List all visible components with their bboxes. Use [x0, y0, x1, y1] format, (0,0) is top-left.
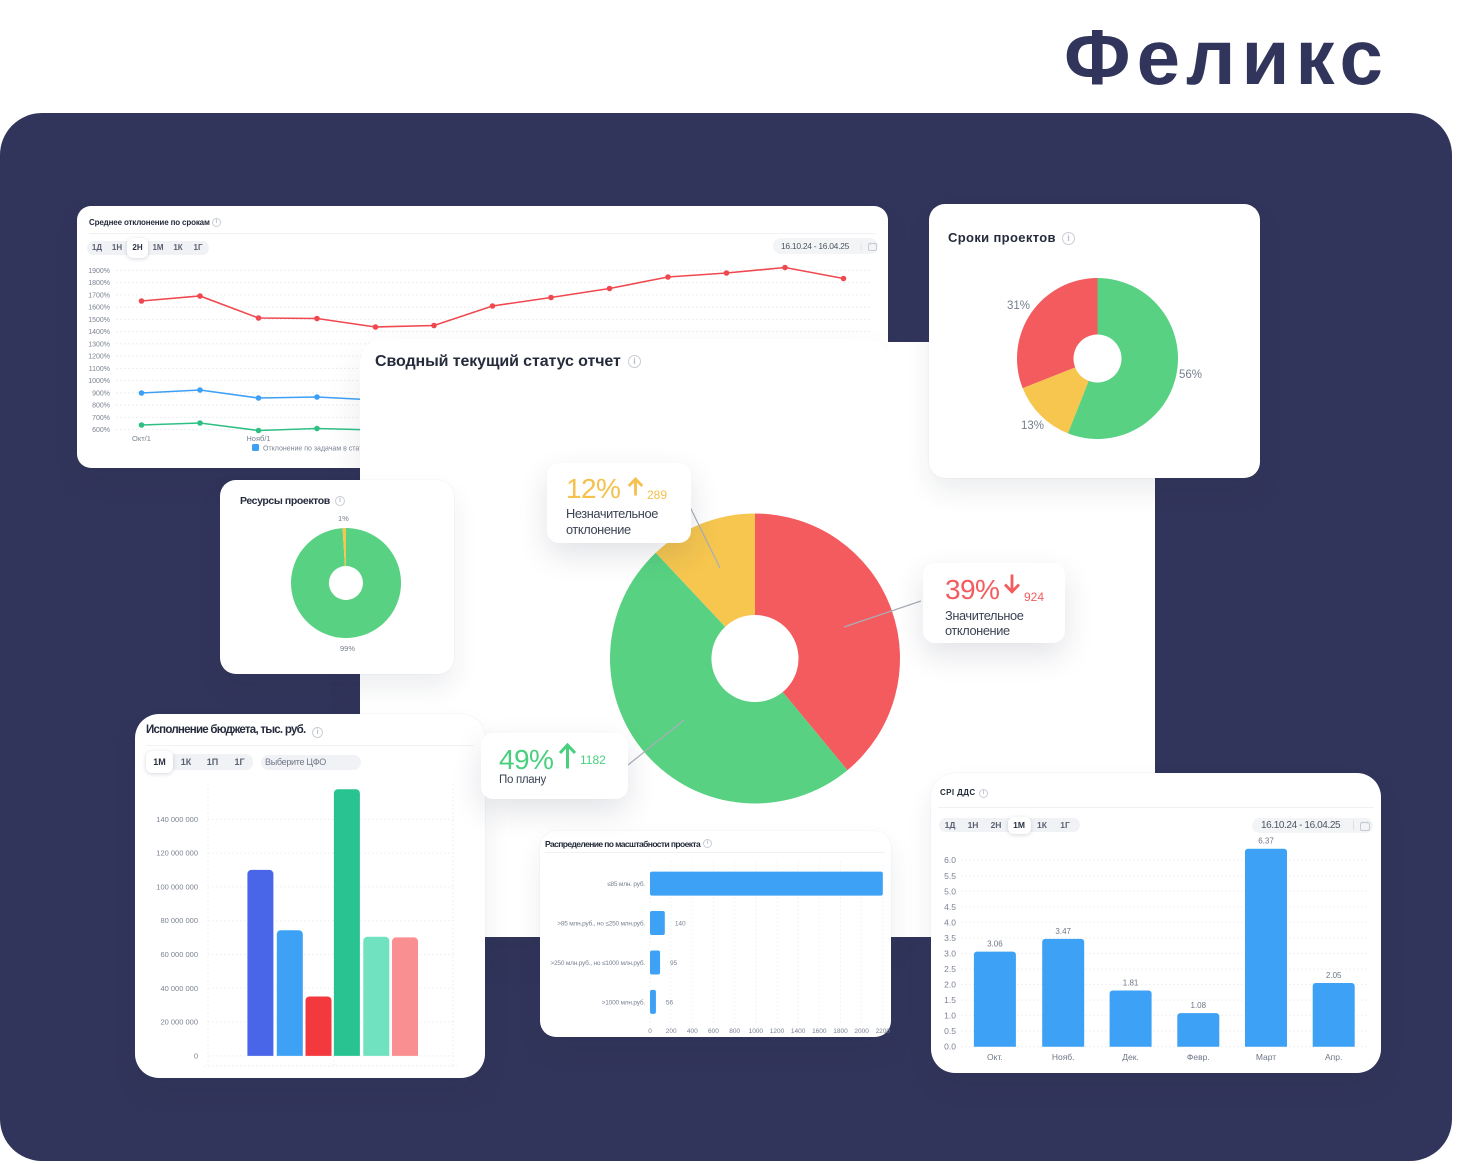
- svg-text:1700%: 1700%: [88, 292, 110, 299]
- svg-text:5.0: 5.0: [944, 886, 956, 896]
- svg-text:3.0: 3.0: [944, 948, 956, 958]
- svg-text:100 000 000: 100 000 000: [156, 882, 198, 891]
- svg-text:6.0: 6.0: [944, 855, 956, 865]
- svg-text:1200: 1200: [770, 1028, 785, 1035]
- svg-text:0.5: 0.5: [944, 1026, 956, 1036]
- svg-text:0.0: 0.0: [944, 1042, 956, 1052]
- svg-text:20 000 000: 20 000 000: [160, 1018, 198, 1027]
- svg-text:95: 95: [670, 960, 678, 967]
- svg-text:≤85 млн. руб.: ≤85 млн. руб.: [607, 880, 645, 888]
- svg-text:60 000 000: 60 000 000: [160, 950, 198, 959]
- svg-text:140 000 000: 140 000 000: [156, 815, 198, 824]
- svg-text:200: 200: [666, 1028, 677, 1035]
- svg-text:1.08: 1.08: [1191, 1001, 1207, 1010]
- svg-text:Дек.: Дек.: [1122, 1052, 1139, 1062]
- svg-text:600: 600: [708, 1028, 719, 1035]
- svg-text:1300%: 1300%: [88, 341, 110, 348]
- svg-text:2.0: 2.0: [944, 980, 956, 990]
- svg-text:5.5: 5.5: [944, 871, 956, 881]
- svg-text:>1000 млн.руб.: >1000 млн.руб.: [602, 998, 646, 1006]
- svg-text:1400%: 1400%: [88, 329, 110, 336]
- svg-text:Нояб/1: Нояб/1: [246, 434, 270, 443]
- svg-text:>250 млн.руб., но ≤1000 млн.ру: >250 млн.руб., но ≤1000 млн.руб.: [550, 959, 645, 967]
- svg-text:Апр.: Апр.: [1325, 1052, 1342, 1062]
- svg-text:2200: 2200: [876, 1028, 891, 1035]
- svg-text:Февр.: Февр.: [1187, 1052, 1210, 1062]
- svg-text:120 000 000: 120 000 000: [156, 849, 198, 858]
- svg-text:Окт.: Окт.: [987, 1052, 1003, 1062]
- svg-text:1000%: 1000%: [88, 378, 110, 385]
- svg-text:1500%: 1500%: [88, 317, 110, 324]
- svg-text:900%: 900%: [92, 390, 110, 397]
- svg-text:3.47: 3.47: [1055, 927, 1071, 936]
- svg-text:0: 0: [648, 1028, 652, 1035]
- svg-text:1800: 1800: [833, 1028, 848, 1035]
- svg-text:800%: 800%: [92, 403, 110, 410]
- svg-text:2.5: 2.5: [944, 964, 956, 974]
- svg-text:6.37: 6.37: [1258, 837, 1274, 846]
- svg-text:400: 400: [687, 1028, 698, 1035]
- svg-text:1000: 1000: [749, 1028, 764, 1035]
- svg-text:4.0: 4.0: [944, 917, 956, 927]
- svg-text:0: 0: [194, 1051, 198, 1060]
- svg-text:700%: 700%: [92, 415, 110, 422]
- svg-text:1200%: 1200%: [88, 354, 110, 361]
- svg-text:1.0: 1.0: [944, 1011, 956, 1021]
- svg-text:2000: 2000: [854, 1028, 869, 1035]
- svg-text:4.5: 4.5: [944, 902, 956, 912]
- svg-text:>85 млн.руб., но ≤250 млн.руб.: >85 млн.руб., но ≤250 млн.руб.: [557, 920, 645, 928]
- svg-text:1.81: 1.81: [1123, 978, 1139, 987]
- svg-text:600%: 600%: [92, 427, 110, 434]
- svg-text:56: 56: [666, 999, 674, 1006]
- svg-text:Отклонение по задачам в статус: Отклонение по задачам в статусе <Заверше…: [263, 446, 420, 453]
- svg-text:1600%: 1600%: [88, 305, 110, 312]
- svg-text:1400: 1400: [791, 1028, 806, 1035]
- svg-text:2.05: 2.05: [1326, 971, 1342, 980]
- svg-text:Окт/1: Окт/1: [132, 434, 151, 443]
- svg-text:Нояб.: Нояб.: [1052, 1052, 1075, 1062]
- svg-text:3.06: 3.06: [987, 940, 1003, 949]
- svg-text:Март: Март: [1256, 1052, 1276, 1062]
- svg-text:1800%: 1800%: [88, 280, 110, 287]
- svg-text:3.5: 3.5: [944, 933, 956, 943]
- svg-text:1600: 1600: [812, 1028, 827, 1035]
- svg-text:140: 140: [675, 921, 686, 928]
- svg-text:1.5: 1.5: [944, 995, 956, 1005]
- svg-text:800: 800: [729, 1028, 740, 1035]
- svg-text:1900%: 1900%: [88, 268, 110, 275]
- svg-text:1100%: 1100%: [89, 366, 110, 373]
- svg-text:80 000 000: 80 000 000: [160, 916, 198, 925]
- svg-text:40 000 000: 40 000 000: [160, 984, 198, 993]
